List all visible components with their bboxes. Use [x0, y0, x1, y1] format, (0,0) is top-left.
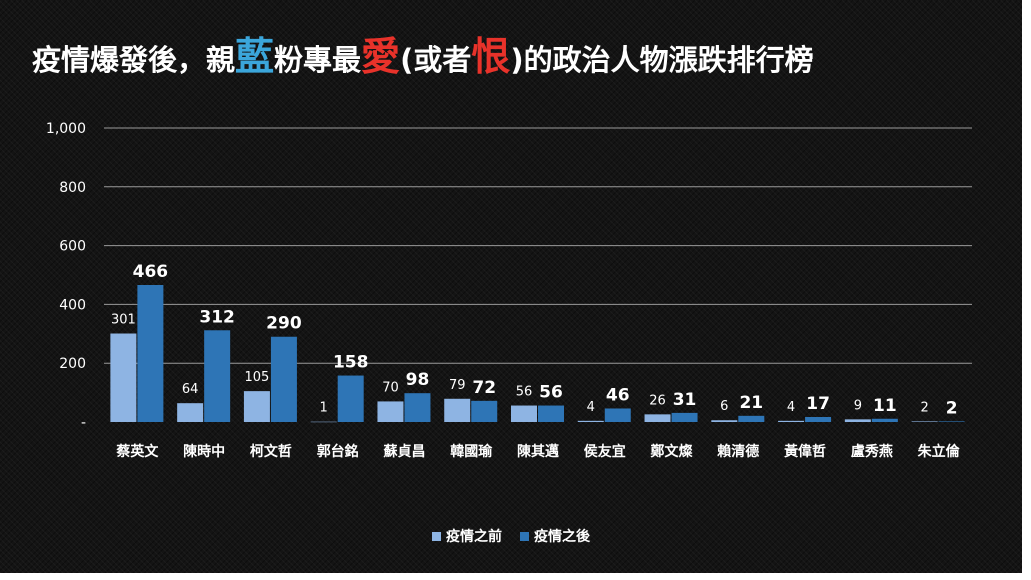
bar-before — [844, 419, 871, 422]
title-highlight-red-1: 愛 — [361, 35, 401, 80]
bar-before — [511, 405, 537, 422]
bar-before — [310, 421, 337, 423]
legend-swatch-after — [520, 531, 529, 541]
data-label-before: 9 — [854, 398, 862, 413]
bar-before — [243, 391, 270, 422]
data-label-after: 2 — [946, 398, 958, 418]
data-label-before: 105 — [245, 370, 270, 385]
bar-after — [604, 408, 631, 422]
bar-before — [911, 421, 938, 422]
data-label-after: 17 — [806, 394, 830, 414]
x-tick-label: 蔡英文 — [115, 443, 159, 460]
x-tick-label: 陳其邁 — [517, 443, 559, 460]
legend-label-before: 疫情之前 — [446, 529, 502, 545]
x-tick-label: 盧秀燕 — [851, 443, 893, 460]
y-tick-label: 600 — [59, 239, 86, 255]
bar-after — [738, 415, 765, 422]
data-label-after: 72 — [472, 378, 496, 398]
x-tick-label: 賴清德 — [717, 443, 759, 460]
bar-after — [671, 412, 698, 422]
y-tick-label: 800 — [59, 180, 86, 196]
bar-before — [778, 420, 805, 422]
data-label-after: 158 — [333, 353, 369, 373]
bar-before — [377, 401, 404, 422]
data-label-after: 46 — [606, 385, 630, 405]
data-label-after: 31 — [673, 390, 697, 410]
bar-before — [577, 420, 604, 422]
data-label-before: 1 — [320, 401, 328, 416]
y-tick-label: 1,000 — [46, 121, 86, 137]
x-tick-label: 鄭文燦 — [651, 443, 694, 460]
title-part-3: 粉專最 — [274, 43, 362, 77]
bar-after — [471, 400, 498, 422]
bar-after — [270, 336, 297, 422]
legend-item-before: 疫情之前 — [432, 526, 502, 546]
bar-chart: -2004006008001,000301466蔡英文64312陳時中10529… — [46, 121, 972, 460]
legend-swatch-before — [432, 531, 441, 541]
title-highlight-red-2: 恨 — [471, 35, 511, 80]
x-tick-label: 郭台銘 — [317, 443, 359, 460]
bar-after — [404, 393, 431, 422]
data-label-after: 312 — [199, 307, 235, 327]
x-tick-label: 韓國瑜 — [450, 443, 493, 460]
data-label-before: 26 — [649, 393, 666, 408]
title-highlight-blue: 藍 — [235, 35, 275, 80]
x-tick-label: 蘇貞昌 — [382, 443, 425, 460]
title-part-5: (或者 — [400, 43, 472, 77]
title-part-1: 疫情爆發後，親 — [32, 43, 236, 77]
bar-before — [444, 398, 471, 422]
data-label-before: 2 — [920, 400, 928, 415]
legend-item-after: 疫情之後 — [520, 526, 590, 546]
bar-after — [204, 330, 231, 422]
data-label-after: 21 — [739, 393, 763, 413]
data-label-before: 4 — [787, 400, 795, 415]
data-label-after: 466 — [133, 262, 169, 282]
title-part-7: )的政治人物漲跌排行榜 — [510, 43, 814, 77]
bar-after — [337, 375, 364, 422]
legend: 疫情之前 疫情之後 — [0, 526, 1022, 546]
legend-label-after: 疫情之後 — [534, 529, 590, 545]
data-label-before: 301 — [111, 313, 136, 328]
data-label-before: 6 — [720, 399, 728, 414]
bar-after — [805, 417, 832, 422]
bar-before — [644, 414, 671, 422]
data-label-before: 56 — [516, 385, 533, 400]
data-label-before: 79 — [449, 378, 466, 393]
bar-before — [177, 403, 204, 422]
x-tick-label: 柯文哲 — [250, 443, 292, 460]
x-tick-label: 朱立倫 — [918, 443, 961, 460]
y-tick-label: - — [81, 415, 86, 431]
bar-before — [110, 333, 137, 422]
y-tick-label: 200 — [59, 356, 86, 372]
bar-after — [538, 405, 564, 422]
chart-title: 疫情爆發後，親藍粉專最愛(或者恨)的政治人物漲跌排行榜 — [32, 36, 814, 82]
x-tick-label: 陳時中 — [183, 443, 225, 460]
x-tick-label: 侯友宜 — [584, 443, 626, 460]
y-tick-label: 400 — [59, 297, 86, 313]
data-label-before: 64 — [182, 382, 199, 397]
data-label-before: 4 — [587, 400, 595, 415]
data-label-after: 11 — [873, 396, 897, 416]
bar-before — [711, 420, 738, 422]
chart-slide: 疫情爆發後，親藍粉專最愛(或者恨)的政治人物漲跌排行榜 - 200 400 600 80… — [0, 0, 1022, 573]
data-label-before: 70 — [382, 380, 399, 395]
data-label-after: 98 — [406, 370, 430, 390]
bar-after — [871, 418, 898, 422]
bar-after — [938, 421, 965, 422]
data-label-after: 290 — [266, 314, 302, 334]
data-label-after: 56 — [539, 383, 563, 403]
bar-after — [137, 284, 164, 422]
x-tick-label: 黃偉哲 — [783, 443, 826, 460]
